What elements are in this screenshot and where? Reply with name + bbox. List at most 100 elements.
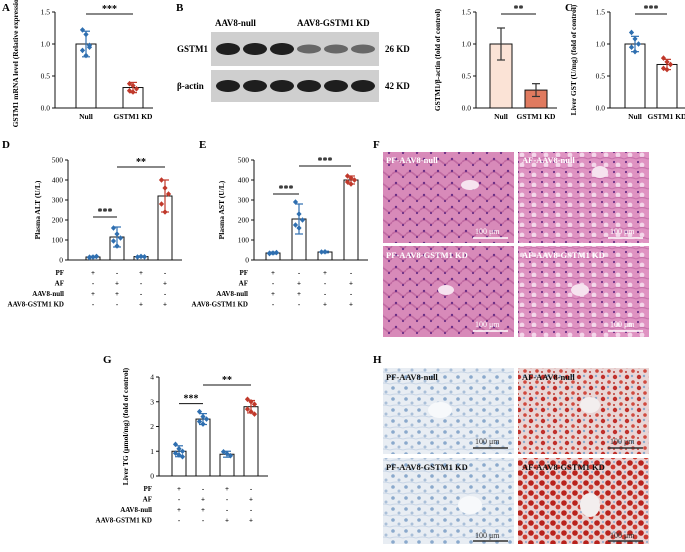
condition-sign: - [202, 485, 205, 493]
band-actin [216, 80, 240, 92]
data-point [322, 249, 328, 255]
condition-sign: + [115, 280, 119, 288]
vessel-lumen [438, 285, 454, 295]
panel-letter-e: E [199, 139, 206, 151]
significance-label: ** [222, 375, 232, 386]
micrograph-f-label-4: AF-AAV8-GSTM1 KD [522, 250, 605, 260]
condition-sign: - [250, 485, 253, 493]
band-gstm1 [270, 43, 294, 55]
data-point [133, 86, 140, 92]
band-actin [270, 80, 294, 92]
micrograph-f-pf-null [383, 152, 514, 243]
vessel-lumen [592, 166, 608, 178]
x-tick-label: Null [494, 112, 508, 121]
condition-sign: - [272, 301, 275, 309]
blot-size-actin: 42 KD [385, 81, 410, 91]
scale-bar-label: 100 μm [610, 437, 635, 446]
condition-label: AAV8-GSTM1 KD [8, 301, 64, 309]
data-point [196, 418, 203, 425]
data-point [296, 225, 302, 231]
band-gstm1 [216, 43, 240, 55]
scale-bar-label: 100 μm [610, 320, 635, 329]
significance-label: *** [98, 207, 113, 218]
significance-label: ** [514, 4, 524, 15]
x-tick-label: Null [628, 112, 642, 121]
data-point [296, 211, 302, 217]
bar [243, 406, 259, 477]
data-point [138, 253, 144, 260]
data-point [270, 250, 276, 256]
western-blot: AAV8-null AAV8-GSTM1 KD GSTM1 β-actin 26… [177, 18, 410, 102]
condition-sign: + [177, 485, 181, 493]
band-gstm1 [351, 44, 375, 54]
data-point [83, 31, 89, 38]
condition-sign: + [349, 301, 353, 309]
data-point [224, 450, 230, 457]
condition-table-d: PF + - + - AF - + - + AAV8-null + + - - AAV8-GSTM1 KD - -… [8, 269, 167, 309]
condition-sign: - [250, 506, 253, 514]
condition-sign: - [164, 269, 167, 277]
condition-sign: + [225, 517, 229, 525]
data-point [628, 44, 635, 50]
panel-letter-h: H [373, 354, 382, 366]
data-point [110, 238, 117, 244]
condition-sign: - [226, 506, 229, 514]
data-point [251, 411, 258, 417]
data-point [176, 445, 182, 452]
vessel-lumen [580, 397, 600, 413]
condition-sign: + [177, 506, 181, 514]
data-point [79, 27, 86, 33]
data-point [244, 396, 251, 403]
data-point [165, 191, 172, 197]
condition-sign: + [225, 485, 229, 493]
data-point [632, 36, 638, 42]
condition-sign: + [91, 269, 95, 277]
condition-sign: - [298, 269, 301, 277]
data-point [158, 201, 165, 207]
condition-label: AF [143, 496, 152, 504]
y-tick-label: 0 [245, 256, 249, 265]
condition-label: AAV8-null [216, 290, 248, 298]
y-tick-label: 0.0 [462, 104, 472, 113]
y-tick-label: 1.5 [41, 8, 51, 17]
y-tick-label: 0 [150, 472, 154, 481]
y-tick-label: 1.5 [596, 8, 606, 17]
data-point [292, 222, 299, 228]
condition-sign: + [163, 301, 167, 309]
condition-sign: + [139, 269, 143, 277]
data-point [664, 66, 670, 73]
chart-e: 0 100 200 300 400 500 Plasma AST (U/L) *** *** [217, 156, 368, 265]
y-tick-label: 200 [238, 216, 250, 225]
vessel-lumen [571, 284, 589, 296]
condition-sign: - [272, 280, 275, 288]
significance-label: *** [184, 394, 199, 405]
condition-sign: - [140, 290, 143, 298]
y-tick-label: 500 [52, 156, 64, 165]
scale-bar-label: 100 μm [610, 531, 635, 540]
condition-sign: + [271, 269, 275, 277]
blot-label-gstm1: GSTM1 [177, 44, 209, 54]
y-tick-label: 0.5 [41, 72, 51, 81]
panel-letter-b: B [176, 2, 184, 14]
data-point [130, 89, 136, 95]
condition-sign: + [349, 280, 353, 288]
data-point [86, 44, 93, 50]
y-tick-label: 0.5 [462, 72, 472, 81]
significance-label: ** [136, 157, 146, 168]
blot-header-null: AAV8-null [215, 18, 256, 28]
micrograph-f-label-1: PF-AAV8-null [386, 155, 438, 165]
condition-label: AF [55, 280, 64, 288]
chart-c: 0.0 0.5 1.0 1.5 Liver GST (U/mg) (fold of co… [569, 4, 685, 121]
chart-a: 0.0 0.5 1.0 1.5 GSTM1 mRNA level (Relative e… [11, 0, 153, 127]
data-point [273, 249, 280, 256]
significance-label: *** [102, 4, 117, 15]
scale-bar-label: 100 μm [475, 531, 500, 540]
data-point [344, 179, 351, 185]
data-point [179, 448, 186, 455]
y-tick-label: 1.0 [462, 40, 472, 49]
data-point [227, 452, 234, 459]
y-tick-label: 400 [238, 176, 250, 185]
data-point [220, 448, 227, 455]
